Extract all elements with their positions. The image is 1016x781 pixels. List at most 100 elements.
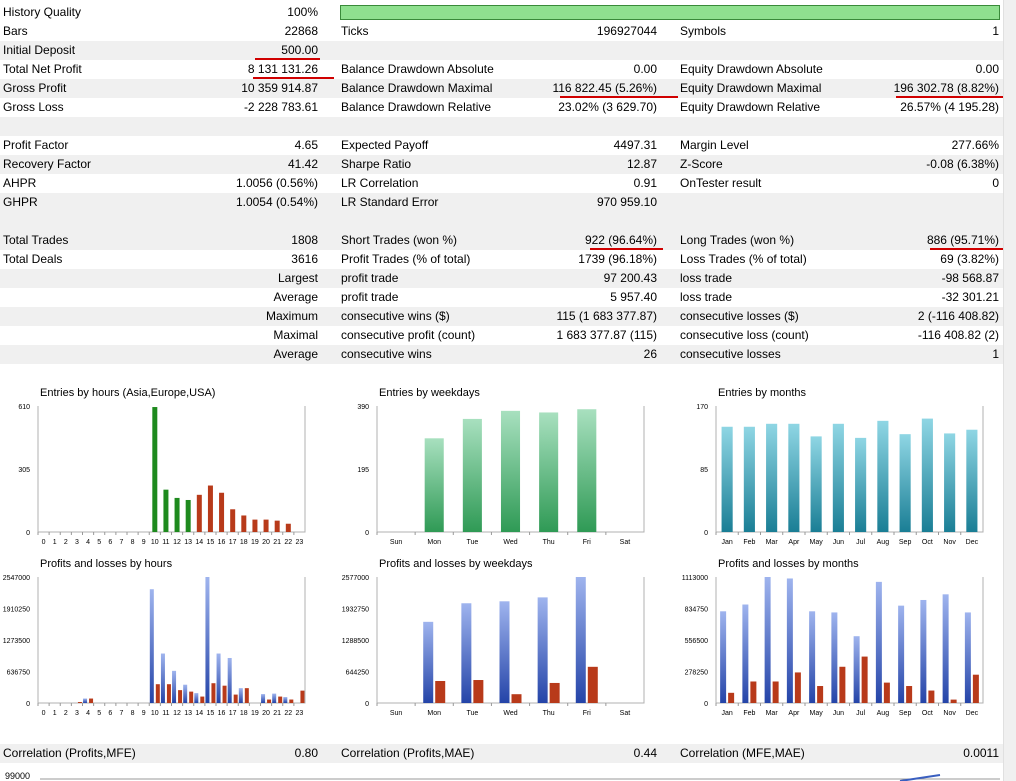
- y-tick-label: 1288500: [342, 638, 369, 645]
- stat-value-1: Maximum: [265, 309, 318, 323]
- stat-label-1: Profit Factor: [3, 138, 69, 152]
- bar: [577, 409, 597, 532]
- stat-value-2: 5 957.40: [610, 290, 657, 304]
- x-tick-label: Wed: [503, 710, 517, 717]
- stat-row: AHPR 1.0056 (0.56%) LR Correlation 0.91 OnTe…: [0, 174, 1003, 193]
- x-tick-label: Sat: [620, 539, 631, 546]
- loss-bar: [839, 666, 846, 703]
- highlight-underline: [896, 96, 1010, 98]
- stat-value-2: 0.91: [633, 176, 657, 190]
- stat-label-2: Sharpe Ratio: [341, 157, 412, 171]
- x-tick-label: 11: [162, 710, 169, 717]
- profit-bar: [238, 688, 243, 703]
- stat-label-1: AHPR: [3, 176, 37, 190]
- bar: [966, 429, 978, 532]
- x-tick-label: Sep: [899, 539, 912, 546]
- vertical-scrollbar[interactable]: [1003, 0, 1016, 781]
- loss-bar: [189, 691, 194, 703]
- x-tick-label: Jan: [721, 710, 732, 717]
- bar: [285, 523, 291, 532]
- stat-row: [0, 117, 1003, 136]
- stat-label-1: Initial Deposit: [3, 43, 76, 57]
- profit-bar: [898, 605, 905, 703]
- x-tick-label: Aug: [877, 539, 890, 546]
- x-tick-label: Wed: [503, 539, 517, 546]
- x-tick-label: 6: [108, 539, 112, 546]
- x-tick-label: 10: [151, 539, 159, 546]
- profit-bar: [172, 670, 177, 703]
- stat-row: Total Deals 3616 Profit Trades (% of total…: [0, 250, 1003, 269]
- profit-bar: [853, 636, 860, 703]
- x-tick-label: 7: [119, 539, 123, 546]
- bar: [743, 426, 755, 532]
- profit-bar: [461, 603, 472, 703]
- stat-label-3: OnTester result: [680, 176, 762, 190]
- y-tick-label: 0: [26, 701, 30, 708]
- stat-value-1: Largest: [277, 271, 318, 285]
- loss-bar: [211, 683, 216, 703]
- x-tick-label: Mon: [427, 710, 441, 717]
- y-tick-label: 1932750: [342, 607, 369, 614]
- x-tick-label: Tue: [466, 539, 478, 546]
- x-tick-label: Sat: [620, 710, 631, 717]
- loss-bar: [89, 698, 94, 703]
- stat-value-1: 8 131 131.26: [247, 62, 318, 76]
- bar: [219, 492, 225, 532]
- x-tick-label: Mon: [427, 539, 441, 546]
- bar: [721, 426, 733, 532]
- bar: [832, 423, 844, 532]
- y-tick-label: 85: [700, 467, 708, 474]
- correlation-mfe-mae-value: 0.0011: [963, 746, 999, 760]
- correlation-profits-mae-label: Correlation (Profits,MAE): [341, 746, 475, 760]
- x-tick-label: 6: [108, 710, 112, 717]
- y-tick-label: 305: [18, 467, 30, 474]
- y-tick-label: 195: [357, 467, 369, 474]
- stat-label-2: profit trade: [341, 290, 399, 304]
- y-tick-label: 2577000: [342, 575, 369, 582]
- x-tick-label: 21: [273, 710, 281, 717]
- x-tick-label: Jun: [833, 710, 844, 717]
- stat-label-3: Equity Drawdown Absolute: [680, 62, 823, 76]
- stat-label-2: Profit Trades (% of total): [341, 252, 471, 266]
- chart-svg: 0 278250 556500 834750 1113000 Jan Feb Mar Apr Ma…: [682, 575, 984, 717]
- stat-row: Gross Profit 10 359 914.87 Balance Drawdow…: [0, 79, 1003, 98]
- x-tick-label: 3: [75, 539, 79, 546]
- x-tick-label: 19: [251, 710, 259, 717]
- stat-row: Maximal consecutive profit (count) 1 683 3…: [0, 326, 1003, 345]
- loss-bar: [244, 688, 249, 703]
- chart-6: Profits and losses by months 0 278250 55650…: [678, 555, 1003, 725]
- loss-bar: [77, 702, 82, 703]
- loss-bar: [906, 686, 913, 703]
- x-tick-label: 3: [75, 710, 79, 717]
- loss-bar: [233, 694, 238, 703]
- x-tick-label: 5: [97, 710, 101, 717]
- bar: [810, 436, 822, 532]
- bar: [944, 433, 956, 532]
- x-tick-label: 22: [284, 710, 292, 717]
- profit-bar: [809, 611, 816, 703]
- x-tick-label: 18: [240, 710, 248, 717]
- y-tick-label: 1273500: [3, 638, 30, 645]
- bar: [185, 499, 191, 532]
- chart-svg: 0 85 170 Jan Feb Mar Apr May Jun Jul Aug Sep Oct Nov D…: [696, 404, 984, 546]
- x-tick-label: 20: [262, 539, 270, 546]
- x-tick-label: 17: [229, 710, 237, 717]
- stat-value-1: 41.42: [287, 157, 318, 171]
- stat-value-2: 970 959.10: [596, 195, 657, 209]
- loss-bar: [435, 680, 446, 703]
- x-tick-label: 10: [151, 710, 159, 717]
- x-tick-label: 8: [131, 710, 135, 717]
- profit-bar: [920, 599, 927, 703]
- stat-label-3: Loss Trades (% of total): [680, 252, 807, 266]
- x-tick-label: 16: [218, 539, 226, 546]
- stat-label-2: Balance Drawdown Absolute: [341, 62, 494, 76]
- stat-value-3: -116 408.82 (2): [917, 328, 999, 342]
- x-tick-label: 14: [195, 710, 203, 717]
- y-tick-label: 834750: [685, 607, 708, 614]
- loss-bar: [950, 699, 957, 703]
- y-tick-label: 0: [365, 530, 369, 537]
- loss-bar: [861, 656, 868, 703]
- stat-label-3: Z-Score: [680, 157, 723, 171]
- x-tick-label: 7: [119, 710, 123, 717]
